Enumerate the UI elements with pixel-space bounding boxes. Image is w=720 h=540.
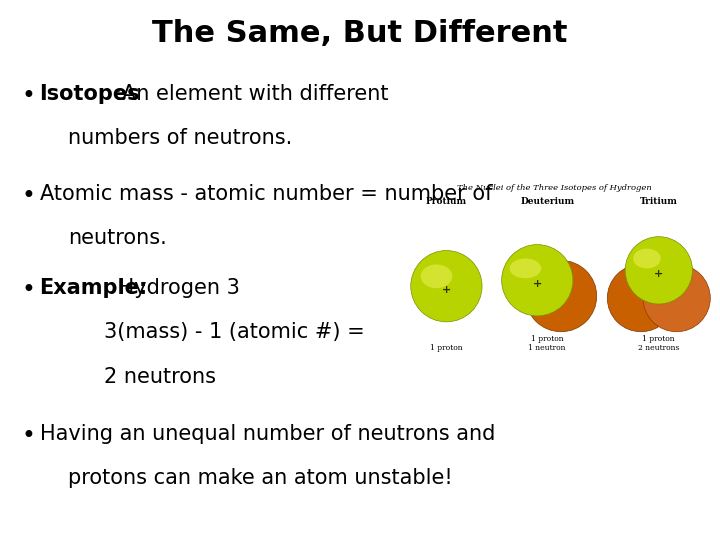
Text: 1 proton
2 neutrons: 1 proton 2 neutrons — [638, 335, 680, 352]
Text: •: • — [22, 184, 35, 207]
Text: Deuterium: Deuterium — [520, 197, 575, 206]
Text: 2 neutrons: 2 neutrons — [104, 367, 217, 387]
Text: numbers of neutrons.: numbers of neutrons. — [68, 128, 292, 148]
Text: +: + — [654, 269, 663, 279]
Ellipse shape — [410, 251, 482, 322]
Text: Hydrogen 3: Hydrogen 3 — [112, 278, 240, 298]
Text: Protium: Protium — [426, 197, 467, 206]
Text: Having an unequal number of neutrons and: Having an unequal number of neutrons and — [40, 424, 495, 444]
Text: :An element with different: :An element with different — [115, 84, 389, 104]
Text: Tritium: Tritium — [640, 197, 678, 206]
Text: •: • — [22, 424, 35, 448]
Ellipse shape — [510, 259, 541, 278]
Ellipse shape — [643, 265, 710, 332]
Text: +: + — [533, 279, 542, 289]
Ellipse shape — [526, 260, 597, 332]
Ellipse shape — [607, 265, 675, 332]
Ellipse shape — [633, 248, 661, 268]
Text: Isotopes: Isotopes — [40, 84, 140, 104]
Text: The Same, But Different: The Same, But Different — [152, 19, 568, 48]
Text: protons can make an atom unstable!: protons can make an atom unstable! — [68, 468, 453, 488]
Text: The Nuclei of the Three Isotopes of Hydrogen: The Nuclei of the Three Isotopes of Hydr… — [457, 184, 652, 192]
Text: Example:: Example: — [40, 278, 148, 298]
Ellipse shape — [502, 245, 573, 316]
Text: 1 proton: 1 proton — [430, 344, 463, 352]
Ellipse shape — [625, 237, 693, 304]
Text: 1 proton
1 neutron: 1 proton 1 neutron — [528, 335, 566, 352]
Text: 3(mass) - 1 (atomic #) =: 3(mass) - 1 (atomic #) = — [104, 322, 365, 342]
Text: •: • — [22, 278, 35, 302]
Text: neutrons.: neutrons. — [68, 228, 167, 248]
Text: +: + — [442, 285, 451, 295]
Text: Atomic mass - atomic number = number of: Atomic mass - atomic number = number of — [40, 184, 492, 204]
Text: •: • — [22, 84, 35, 107]
Ellipse shape — [420, 265, 452, 288]
